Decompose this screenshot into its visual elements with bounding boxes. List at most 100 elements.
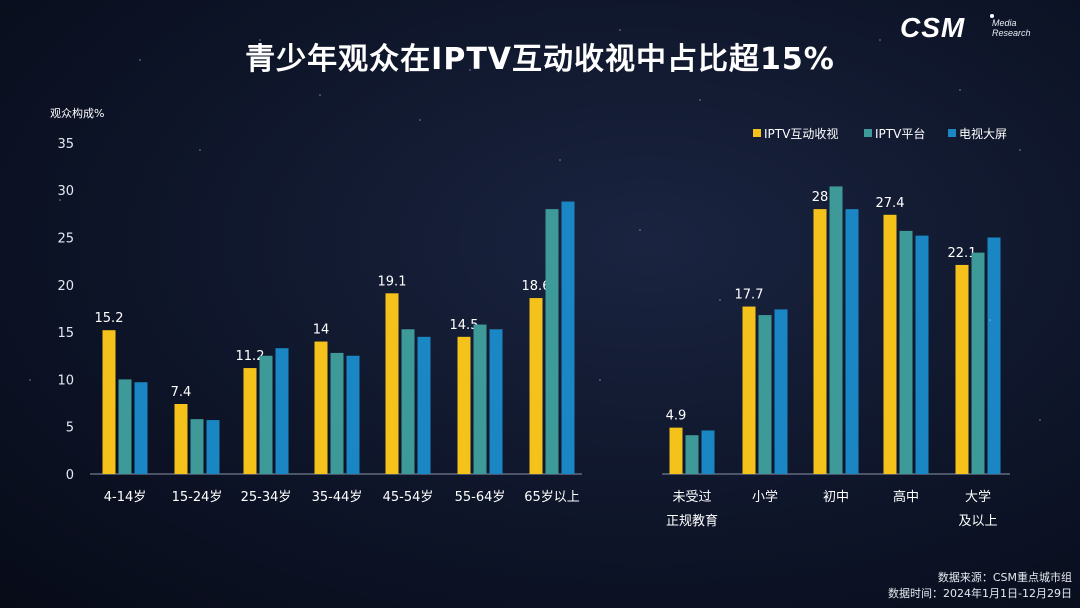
- data-label: 22.1: [948, 246, 977, 261]
- y-tick-label: 5: [66, 421, 74, 436]
- x-tick-label: 15-24岁: [172, 490, 223, 505]
- bar: [774, 309, 788, 474]
- y-tick-label: 20: [57, 279, 74, 294]
- bar: [545, 209, 559, 474]
- star-dot: [259, 39, 261, 41]
- x-tick-label: 35-44岁: [312, 490, 363, 505]
- legend-swatch: [948, 129, 956, 137]
- x-tick-label: 初中: [823, 490, 849, 505]
- x-tick-label: 及以上: [958, 514, 997, 529]
- data-label: 17.7: [735, 288, 764, 303]
- star-dot: [699, 99, 701, 101]
- data-source-note: 数据来源：CSM重点城市组 数据时间：2024年1月1日-12月29日: [888, 570, 1072, 602]
- y-tick-label: 35: [57, 137, 74, 152]
- bar: [561, 201, 575, 474]
- bar: [346, 355, 360, 474]
- bar: [701, 430, 715, 474]
- bar: [915, 235, 929, 474]
- star-dot: [619, 29, 621, 31]
- legend-label: IPTV互动收视: [764, 126, 838, 141]
- data-label: 15.2: [95, 311, 124, 326]
- bar: [330, 352, 344, 474]
- x-tick-label: 25-34岁: [241, 490, 292, 505]
- bar: [669, 427, 683, 474]
- bar: [883, 214, 897, 474]
- star-dot: [799, 59, 801, 61]
- x-tick-label: 大学: [965, 489, 991, 505]
- star-dot: [959, 89, 961, 91]
- legend-label: 电视大屏: [959, 126, 1007, 141]
- bar: [417, 336, 431, 474]
- bar: [845, 209, 859, 474]
- data-label: 19.1: [378, 274, 407, 289]
- star-dot: [29, 379, 31, 381]
- y-tick-label: 15: [57, 326, 74, 341]
- logo-sub-text-media: Media: [992, 18, 1017, 28]
- csm-logo: CSM Media Research: [900, 12, 1040, 46]
- bar: [385, 293, 399, 474]
- bar: [813, 209, 827, 474]
- logo-main-text: CSM: [900, 12, 966, 43]
- source-line: 数据来源：CSM重点城市组: [937, 571, 1072, 584]
- bar: [314, 341, 328, 474]
- y-tick-label: 30: [57, 184, 74, 199]
- data-period-line: 数据时间：2024年1月1日-12月29日: [888, 587, 1072, 600]
- star-dot: [719, 299, 721, 301]
- bar: [899, 230, 913, 474]
- bar: [955, 264, 969, 474]
- x-tick-label: 55-64岁: [455, 490, 506, 505]
- star-dot: [59, 199, 61, 201]
- bar: [118, 379, 132, 474]
- bar: [457, 336, 471, 474]
- star-dot: [559, 159, 561, 161]
- star-dot: [639, 229, 641, 231]
- bar: [489, 329, 503, 474]
- y-tick-label: 10: [57, 373, 74, 388]
- star-dot: [1019, 149, 1021, 151]
- bar: [206, 420, 220, 474]
- bar: [134, 382, 148, 474]
- data-label: 18.6: [522, 279, 551, 294]
- y-tick-label: 0: [66, 468, 74, 483]
- star-dot: [419, 119, 421, 121]
- y-axis-label: 观众构成%: [50, 106, 104, 120]
- legend-swatch: [864, 129, 872, 137]
- data-label: 4.9: [666, 409, 687, 424]
- logo-sub-text-research: Research: [992, 28, 1031, 38]
- bar: [829, 186, 843, 474]
- data-label: 27.4: [876, 196, 905, 211]
- star-dot: [989, 319, 991, 321]
- bar: [758, 315, 772, 474]
- bar: [243, 368, 257, 474]
- logo-dot: [990, 14, 994, 18]
- legend-label: IPTV平台: [875, 126, 925, 141]
- star-dot: [879, 39, 881, 41]
- x-tick-label: 65岁以上: [524, 490, 580, 505]
- bar: [401, 329, 415, 474]
- data-label: 28: [812, 190, 829, 205]
- data-label: 7.4: [171, 385, 192, 400]
- bar: [742, 306, 756, 474]
- bar: [174, 403, 188, 474]
- x-tick-label: 小学: [752, 489, 778, 505]
- data-label: 14: [313, 323, 330, 338]
- x-tick-label: 4-14岁: [104, 490, 147, 505]
- bar: [685, 435, 699, 474]
- bar: [275, 348, 289, 474]
- star-dot: [319, 94, 321, 96]
- star-dot: [199, 149, 201, 151]
- star-dot: [139, 59, 141, 61]
- x-tick-label: 高中: [893, 489, 919, 505]
- star-dot: [469, 69, 471, 71]
- star-dot: [599, 379, 601, 381]
- data-label: 14.5: [450, 318, 479, 333]
- bar: [971, 252, 985, 474]
- bar: [987, 237, 1001, 474]
- legend-swatch: [753, 129, 761, 137]
- x-tick-label: 未受过: [672, 490, 711, 505]
- bar: [102, 330, 116, 474]
- bar: [259, 355, 273, 474]
- bar: [190, 419, 204, 474]
- x-tick-label: 正规教育: [666, 513, 718, 529]
